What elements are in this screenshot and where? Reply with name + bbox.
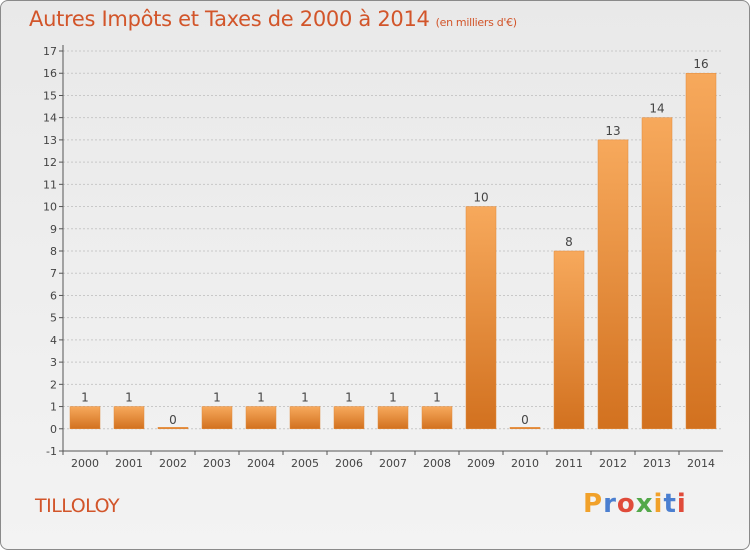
y-tick-label: 10 <box>43 201 57 214</box>
proxiti-logo: Proxiti <box>583 489 687 519</box>
y-tick-label: 5 <box>50 312 57 325</box>
logo-letter: P <box>583 489 604 519</box>
x-tick-label: 2001 <box>115 457 143 470</box>
y-tick-label: 1 <box>50 401 57 414</box>
bar <box>69 406 101 430</box>
data-label: 13 <box>605 124 620 138</box>
bar <box>113 406 145 430</box>
chart-title-text: Autres Impôts et Taxes de 2000 à 2014 <box>29 7 430 31</box>
data-label: 1 <box>257 391 265 405</box>
logo-letter: t <box>663 489 677 519</box>
x-tick-label: 2008 <box>423 457 451 470</box>
x-tick-label: 2000 <box>71 457 99 470</box>
y-tick-label: 8 <box>50 245 57 258</box>
data-label: 14 <box>649 102 664 116</box>
bar <box>509 427 541 430</box>
bar <box>685 72 717 430</box>
data-label: 1 <box>81 391 89 405</box>
bar <box>641 117 673 430</box>
y-tick-label: 4 <box>50 334 57 347</box>
y-tick-label: 17 <box>43 45 57 58</box>
x-tick-label: 2006 <box>335 457 363 470</box>
commune-name: TILLOLOY <box>35 495 120 517</box>
y-tick-label: 11 <box>43 178 57 191</box>
data-label: 8 <box>565 235 573 249</box>
x-tick-label: 2005 <box>291 457 319 470</box>
x-tick-label: 2009 <box>467 457 495 470</box>
bar <box>157 427 189 430</box>
data-label: 1 <box>125 391 133 405</box>
bar <box>597 139 629 430</box>
y-tick-label: 2 <box>50 378 57 391</box>
bar <box>289 406 321 430</box>
bar <box>421 406 453 430</box>
x-tick-label: 2007 <box>379 457 407 470</box>
y-tick-label: 3 <box>50 356 57 369</box>
y-tick-label: 13 <box>43 134 57 147</box>
x-tick-label: 2013 <box>643 457 671 470</box>
data-label: 10 <box>473 191 488 205</box>
x-tick-label: 2010 <box>511 457 539 470</box>
bar <box>201 406 233 430</box>
x-tick-label: 2011 <box>555 457 583 470</box>
x-tick-label: 2002 <box>159 457 187 470</box>
y-tick-label: 0 <box>50 423 57 436</box>
data-label: 0 <box>169 413 177 427</box>
chart-title: Autres Impôts et Taxes de 2000 à 2014 (en… <box>29 7 517 31</box>
y-tick-label: 6 <box>50 289 57 302</box>
x-tick-label: 2012 <box>599 457 627 470</box>
data-label: 0 <box>521 413 529 427</box>
bar <box>465 206 497 430</box>
x-tick-label: 2004 <box>247 457 275 470</box>
data-label: 1 <box>433 391 441 405</box>
logo-letter: r <box>603 489 617 519</box>
data-label: 1 <box>389 391 397 405</box>
x-tick-label: 2014 <box>687 457 715 470</box>
y-tick-label: 9 <box>50 223 57 236</box>
bar <box>245 406 277 430</box>
y-tick-label: 7 <box>50 267 57 280</box>
logo-letter: i <box>676 489 687 519</box>
bar <box>333 406 365 430</box>
bar <box>377 406 409 430</box>
x-tick-label: 2003 <box>203 457 231 470</box>
data-label: 1 <box>345 391 353 405</box>
logo-letter: o <box>616 489 636 519</box>
y-tick-label: 15 <box>43 89 57 102</box>
y-tick-label: 12 <box>43 156 57 169</box>
data-label: 16 <box>693 57 708 71</box>
chart-subtitle: (en milliers d'€) <box>435 16 517 29</box>
y-tick-label: -1 <box>46 445 57 458</box>
y-tick-label: 16 <box>43 67 57 80</box>
logo-letter: x <box>635 489 654 519</box>
y-tick-label: 14 <box>43 112 57 125</box>
data-label: 1 <box>301 391 309 405</box>
data-label: 1 <box>213 391 221 405</box>
bar <box>553 250 585 430</box>
logo-letter: i <box>653 489 664 519</box>
